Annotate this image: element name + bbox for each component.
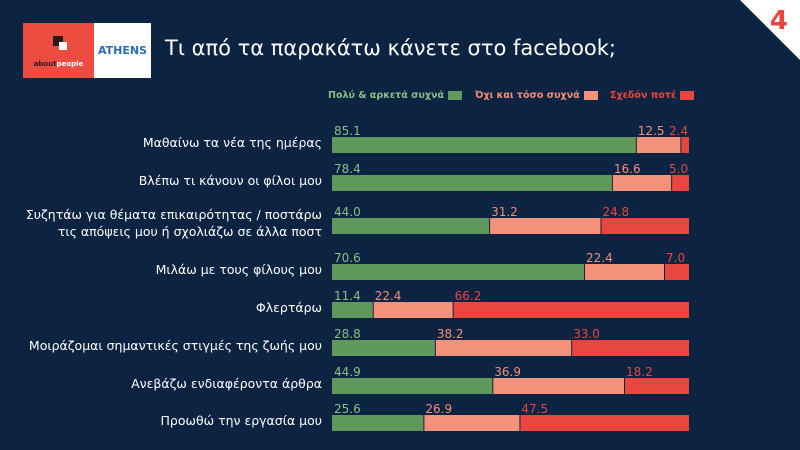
data-label: 36.9	[494, 365, 521, 379]
bar-segment	[520, 415, 689, 431]
data-label: 7.0	[666, 251, 685, 265]
page-number: 4	[769, 6, 788, 36]
data-label: 22.4	[586, 251, 613, 265]
data-label: 24.8	[602, 205, 629, 219]
data-label: 66.2	[455, 289, 482, 303]
data-label: 11.4	[334, 289, 361, 303]
bar-segment	[424, 415, 520, 431]
data-label: 70.6	[334, 251, 361, 265]
bar-segment	[435, 340, 572, 356]
legend-item-0: Πολύ & αρκετά συχνά	[328, 90, 463, 101]
data-label: 33.0	[573, 327, 600, 341]
data-label: 28.8	[334, 327, 361, 341]
bar-segment	[585, 264, 665, 280]
category-label: Συζητάω για θέματα επικαιρότητας / ποστά…	[25, 207, 322, 239]
speech-bubble-icon	[53, 36, 63, 46]
bar-segment	[453, 302, 689, 318]
logo: aboutpeople ATHENS	[23, 23, 151, 78]
bar-segment	[490, 218, 601, 234]
data-label: 44.0	[334, 205, 361, 219]
category-label: Φλερτάρω	[255, 300, 322, 315]
bar-segment	[332, 264, 585, 280]
speech-bubble-icon-2	[59, 42, 67, 50]
bar-segment	[332, 340, 435, 356]
data-label: 85.1	[334, 124, 361, 138]
data-label: 31.2	[491, 205, 518, 219]
category-label: Μαθαίνω τα νέα της ημέρας	[142, 135, 322, 150]
data-label: 38.2	[437, 327, 464, 341]
bar-segment	[332, 137, 636, 153]
bar-segment	[672, 175, 689, 191]
athens-logo: ATHENS	[94, 23, 151, 78]
legend-item-2: Σχεδόν ποτέ	[610, 90, 695, 101]
bar-segment	[601, 218, 689, 234]
aboutpeople-logo: aboutpeople	[23, 23, 94, 78]
bar-segment	[332, 302, 373, 318]
bar-segment	[332, 415, 424, 431]
bar-segment	[636, 137, 681, 153]
bar-segment	[373, 302, 453, 318]
data-label: 26.9	[425, 402, 452, 416]
data-label: 47.5	[521, 402, 548, 416]
data-label: 5.0	[669, 162, 688, 176]
category-label: Μοιράζομαι σημαντικές στιγμές της ζωής μ…	[28, 338, 322, 353]
data-label: 18.2	[626, 365, 653, 379]
bar-segment	[625, 378, 689, 394]
data-label: 78.4	[334, 162, 361, 176]
legend-item-1: Όχι και τόσο συχνά	[475, 90, 598, 101]
category-label: Προωθώ την εργασία μου	[160, 413, 322, 428]
bar-segment	[612, 175, 672, 191]
category-label: Ανεβάζω ενδιαφέροντα άρθρα	[131, 376, 322, 391]
bar-segment	[332, 218, 490, 234]
bar-segment	[665, 264, 689, 280]
bar-segment	[572, 340, 689, 356]
category-label: Βλέπω τι κάνουν οι φίλοι μου	[138, 173, 322, 188]
bar-segment	[332, 378, 493, 394]
category-label: Μιλάω με τους φίλους μου	[155, 262, 322, 277]
data-label: 22.4	[375, 289, 402, 303]
data-label: 12.5	[638, 124, 665, 138]
bar-segment	[332, 175, 612, 191]
data-label: 2.4	[669, 124, 688, 138]
page-title: Τι από τα παρακάτω κάνετε στο facebook;	[165, 36, 616, 60]
data-label: 16.6	[614, 162, 641, 176]
bar-segment	[681, 137, 689, 153]
corner-decoration	[740, 0, 800, 60]
data-label: 25.6	[334, 402, 361, 416]
data-label: 44.9	[334, 365, 361, 379]
bar-segment	[493, 378, 625, 394]
